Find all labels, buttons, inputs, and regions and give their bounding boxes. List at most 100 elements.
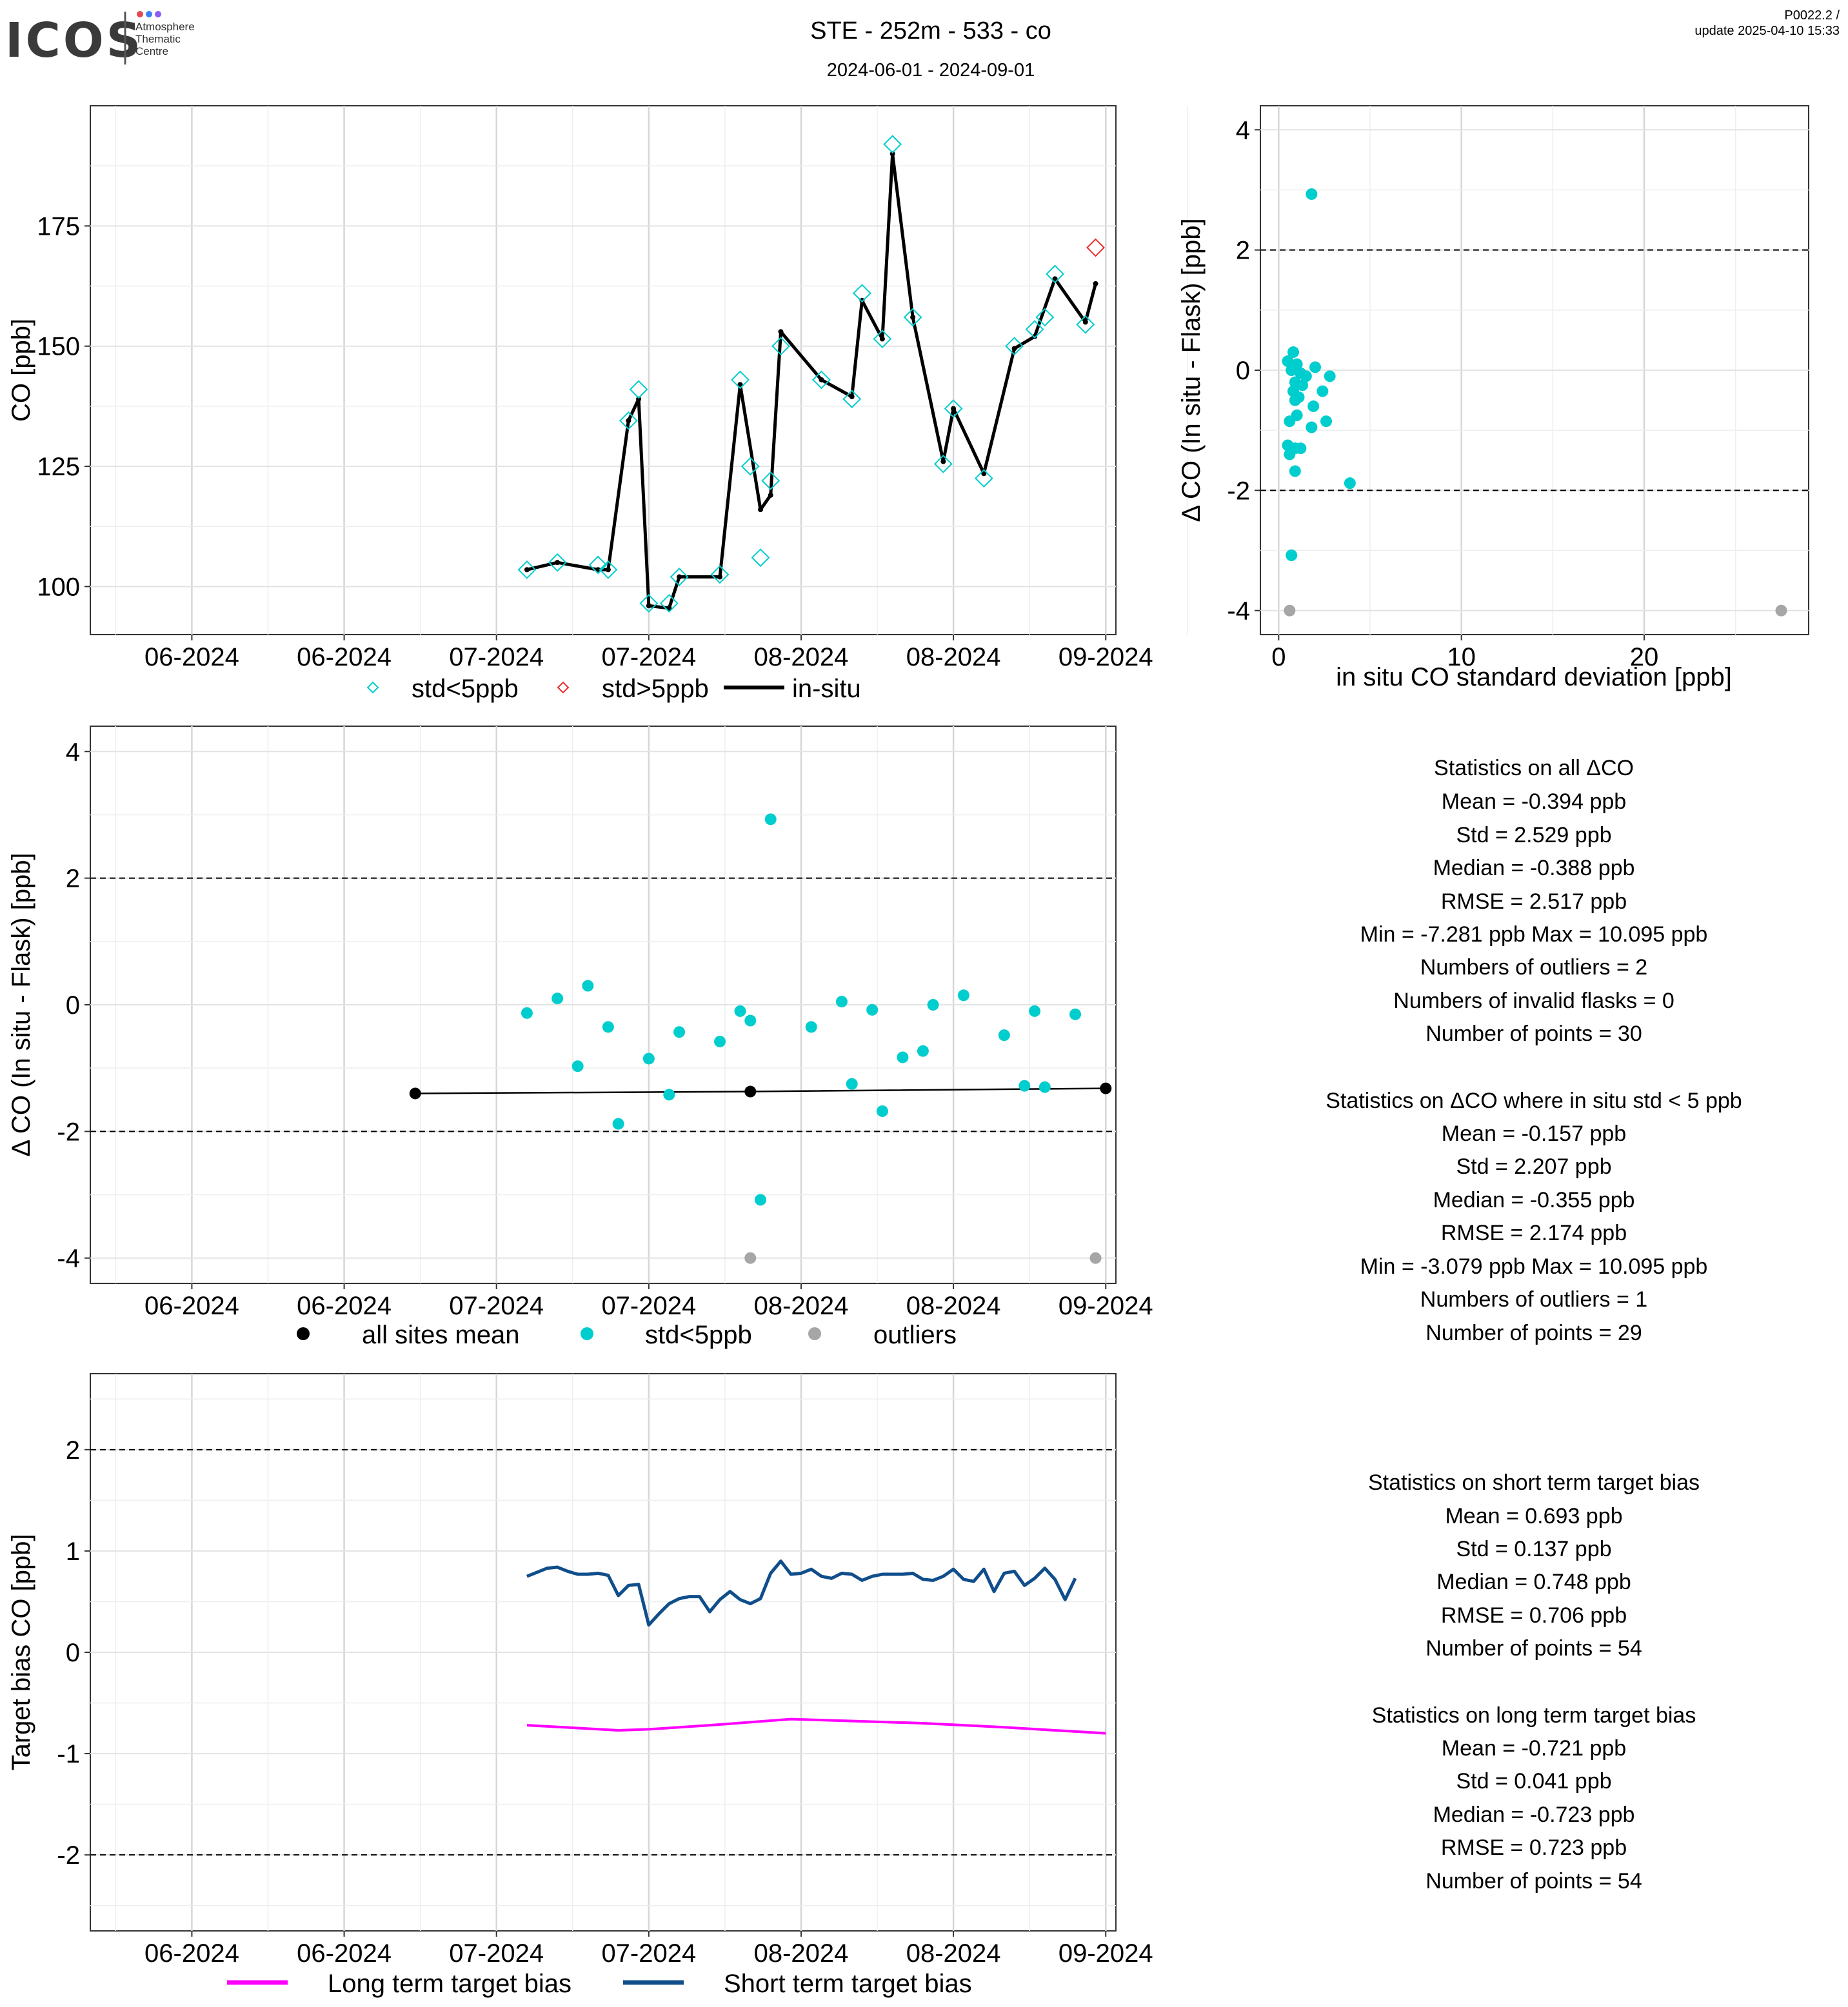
x-tick-label: 06-2024: [144, 1939, 239, 1968]
flask-std5-marker: [974, 469, 993, 488]
x-tick-label: 07-2024: [601, 1292, 696, 1320]
std5-point: [755, 1194, 767, 1206]
stats-short-line: Median = 0.748 ppb: [1436, 1570, 1631, 1594]
stats-std5-block: Statistics on ΔCO where in situ std < 5 …: [1326, 1089, 1742, 1345]
std5-point: [714, 1035, 726, 1047]
std5-point: [1289, 394, 1301, 406]
stats-all-line: Number of points = 30: [1426, 1022, 1642, 1046]
in-situ-point: [859, 297, 865, 303]
all-sites-mean-point: [409, 1087, 421, 1100]
co-axes: 06-2024 06-2024 07-2024 07-2024 08-2024 08-20…: [37, 212, 1153, 671]
scatter-axes: 0 10 20 -4 -2 0 2 4: [1227, 116, 1658, 671]
y-tick-label: 2: [66, 1436, 80, 1465]
std5-point: [1018, 1080, 1031, 1092]
legend-outlier-label: outliers: [873, 1321, 957, 1349]
scatter-marks: [1282, 188, 1787, 617]
co-plot-area: [90, 105, 1117, 635]
std5-point: [917, 1045, 929, 1057]
flask-std5-marker: [599, 560, 618, 579]
x-tick-label: 06-2024: [297, 643, 392, 671]
y-tick-label: 4: [1236, 116, 1250, 144]
y-tick-label: 4: [66, 738, 80, 766]
x-tick-label: 06-2024: [144, 1292, 239, 1320]
in-situ-point: [595, 567, 601, 573]
std5-point: [642, 1053, 655, 1065]
x-tick-label: 07-2024: [601, 1939, 696, 1968]
legend-stdgt5-marker: [557, 681, 570, 694]
co-ylabel: CO [ppb]: [7, 319, 35, 422]
flask-std5-marker: [1005, 337, 1024, 356]
y-tick-label: -4: [57, 1245, 80, 1273]
x-tick-label: 06-2024: [144, 643, 239, 671]
in-situ-point: [981, 471, 987, 477]
x-tick-label: 07-2024: [449, 1939, 544, 1968]
std5-point: [1284, 448, 1296, 460]
logo-dot-purple: [155, 11, 161, 17]
in-situ-point: [737, 382, 743, 388]
stats-std5-line: Std = 2.207 ppb: [1456, 1154, 1611, 1179]
legend-mean-marker: [297, 1327, 310, 1340]
co-legend: std<5ppb std>5ppb in-situ: [366, 675, 861, 703]
flask-std5-marker: [944, 399, 963, 419]
x-tick-label: 20: [1630, 643, 1659, 671]
scatter-xlabel: in situ CO standard deviation [ppb]: [1336, 663, 1732, 691]
flask-std5-marker: [740, 457, 760, 476]
bias-ylabel: Target bias CO [ppb]: [7, 1534, 35, 1771]
outlier-point: [1089, 1252, 1102, 1264]
std5-point: [1309, 361, 1321, 373]
std5-point: [835, 996, 848, 1008]
stats-std5-line: Median = -0.355 ppb: [1433, 1188, 1635, 1212]
all-sites-mean-point: [744, 1085, 757, 1098]
bias-panel: 06-2024 06-2024 07-2024 07-2024 08-2024 08-20…: [7, 1373, 1153, 1998]
x-tick-label: 09-2024: [1058, 643, 1153, 671]
flask-std5-marker: [548, 553, 567, 572]
delta-axes: 06-2024 06-2024 07-2024 07-2024 08-2024 08-20…: [57, 738, 1153, 1320]
y-tick-label: -2: [1227, 477, 1250, 505]
std5-point: [876, 1105, 888, 1117]
flask-std5-marker: [1076, 315, 1095, 334]
flask-std5-marker: [731, 370, 750, 390]
std5-point: [1289, 465, 1301, 477]
x-tick-label: 08-2024: [754, 1939, 849, 1968]
in-situ-point: [1032, 333, 1038, 339]
legend-insitu-label: in-situ: [792, 675, 861, 703]
x-tick-label: 09-2024: [1058, 1292, 1153, 1320]
legend-long-label: Long term target bias: [328, 1970, 571, 1998]
x-tick-label: 08-2024: [906, 643, 1001, 671]
in-situ-point: [605, 567, 611, 573]
in-situ-point: [819, 377, 824, 382]
x-tick-label: 06-2024: [297, 1292, 392, 1320]
flask-std5-marker: [812, 370, 831, 390]
delta-grid: [90, 726, 1116, 1283]
std5-point: [957, 989, 969, 1002]
co-grid: [90, 106, 1116, 635]
flask-std5-marker: [842, 390, 862, 409]
in-situ-point: [636, 396, 642, 402]
outlier-point: [1284, 604, 1296, 617]
bias-axes: 06-2024 06-2024 07-2024 07-2024 08-2024 08-20…: [57, 1436, 1153, 1968]
flask-std5-marker: [751, 548, 770, 568]
in-situ-point: [646, 603, 651, 609]
stats-all-line: Numbers of outliers = 2: [1420, 955, 1647, 980]
std5-point: [1069, 1008, 1082, 1020]
std5-point: [571, 1060, 584, 1073]
in-situ-point: [849, 394, 855, 399]
std5-point: [1038, 1081, 1051, 1093]
update-label: update 2025-04-10 15:33: [1694, 24, 1840, 38]
y-tick-label: -1: [57, 1740, 80, 1768]
version-label: P0022.2 /: [1784, 8, 1840, 23]
scatter-panel: 0 10 20 -4 -2 0 2 4 Δ CO (In situ - Flask) [ppb…: [1177, 105, 1809, 691]
std5-point: [1316, 385, 1329, 397]
flask-std5-marker: [619, 411, 638, 430]
in-situ-point: [778, 329, 784, 335]
std5-point: [1320, 415, 1332, 428]
flask-std5-marker: [659, 594, 679, 613]
in-situ-line: [526, 152, 1097, 610]
delta-panel: 06-2024 06-2024 07-2024 07-2024 08-2024 08-20…: [7, 726, 1153, 1349]
flask-std5-marker: [853, 284, 871, 303]
std5-point: [1300, 370, 1312, 382]
stats-std5-line: RMSE = 2.174 ppb: [1441, 1221, 1627, 1245]
in-situ-point: [666, 606, 672, 611]
flask-std5-marker: [873, 330, 892, 348]
page-subtitle: 2024-06-01 - 2024-09-01: [827, 60, 1035, 81]
